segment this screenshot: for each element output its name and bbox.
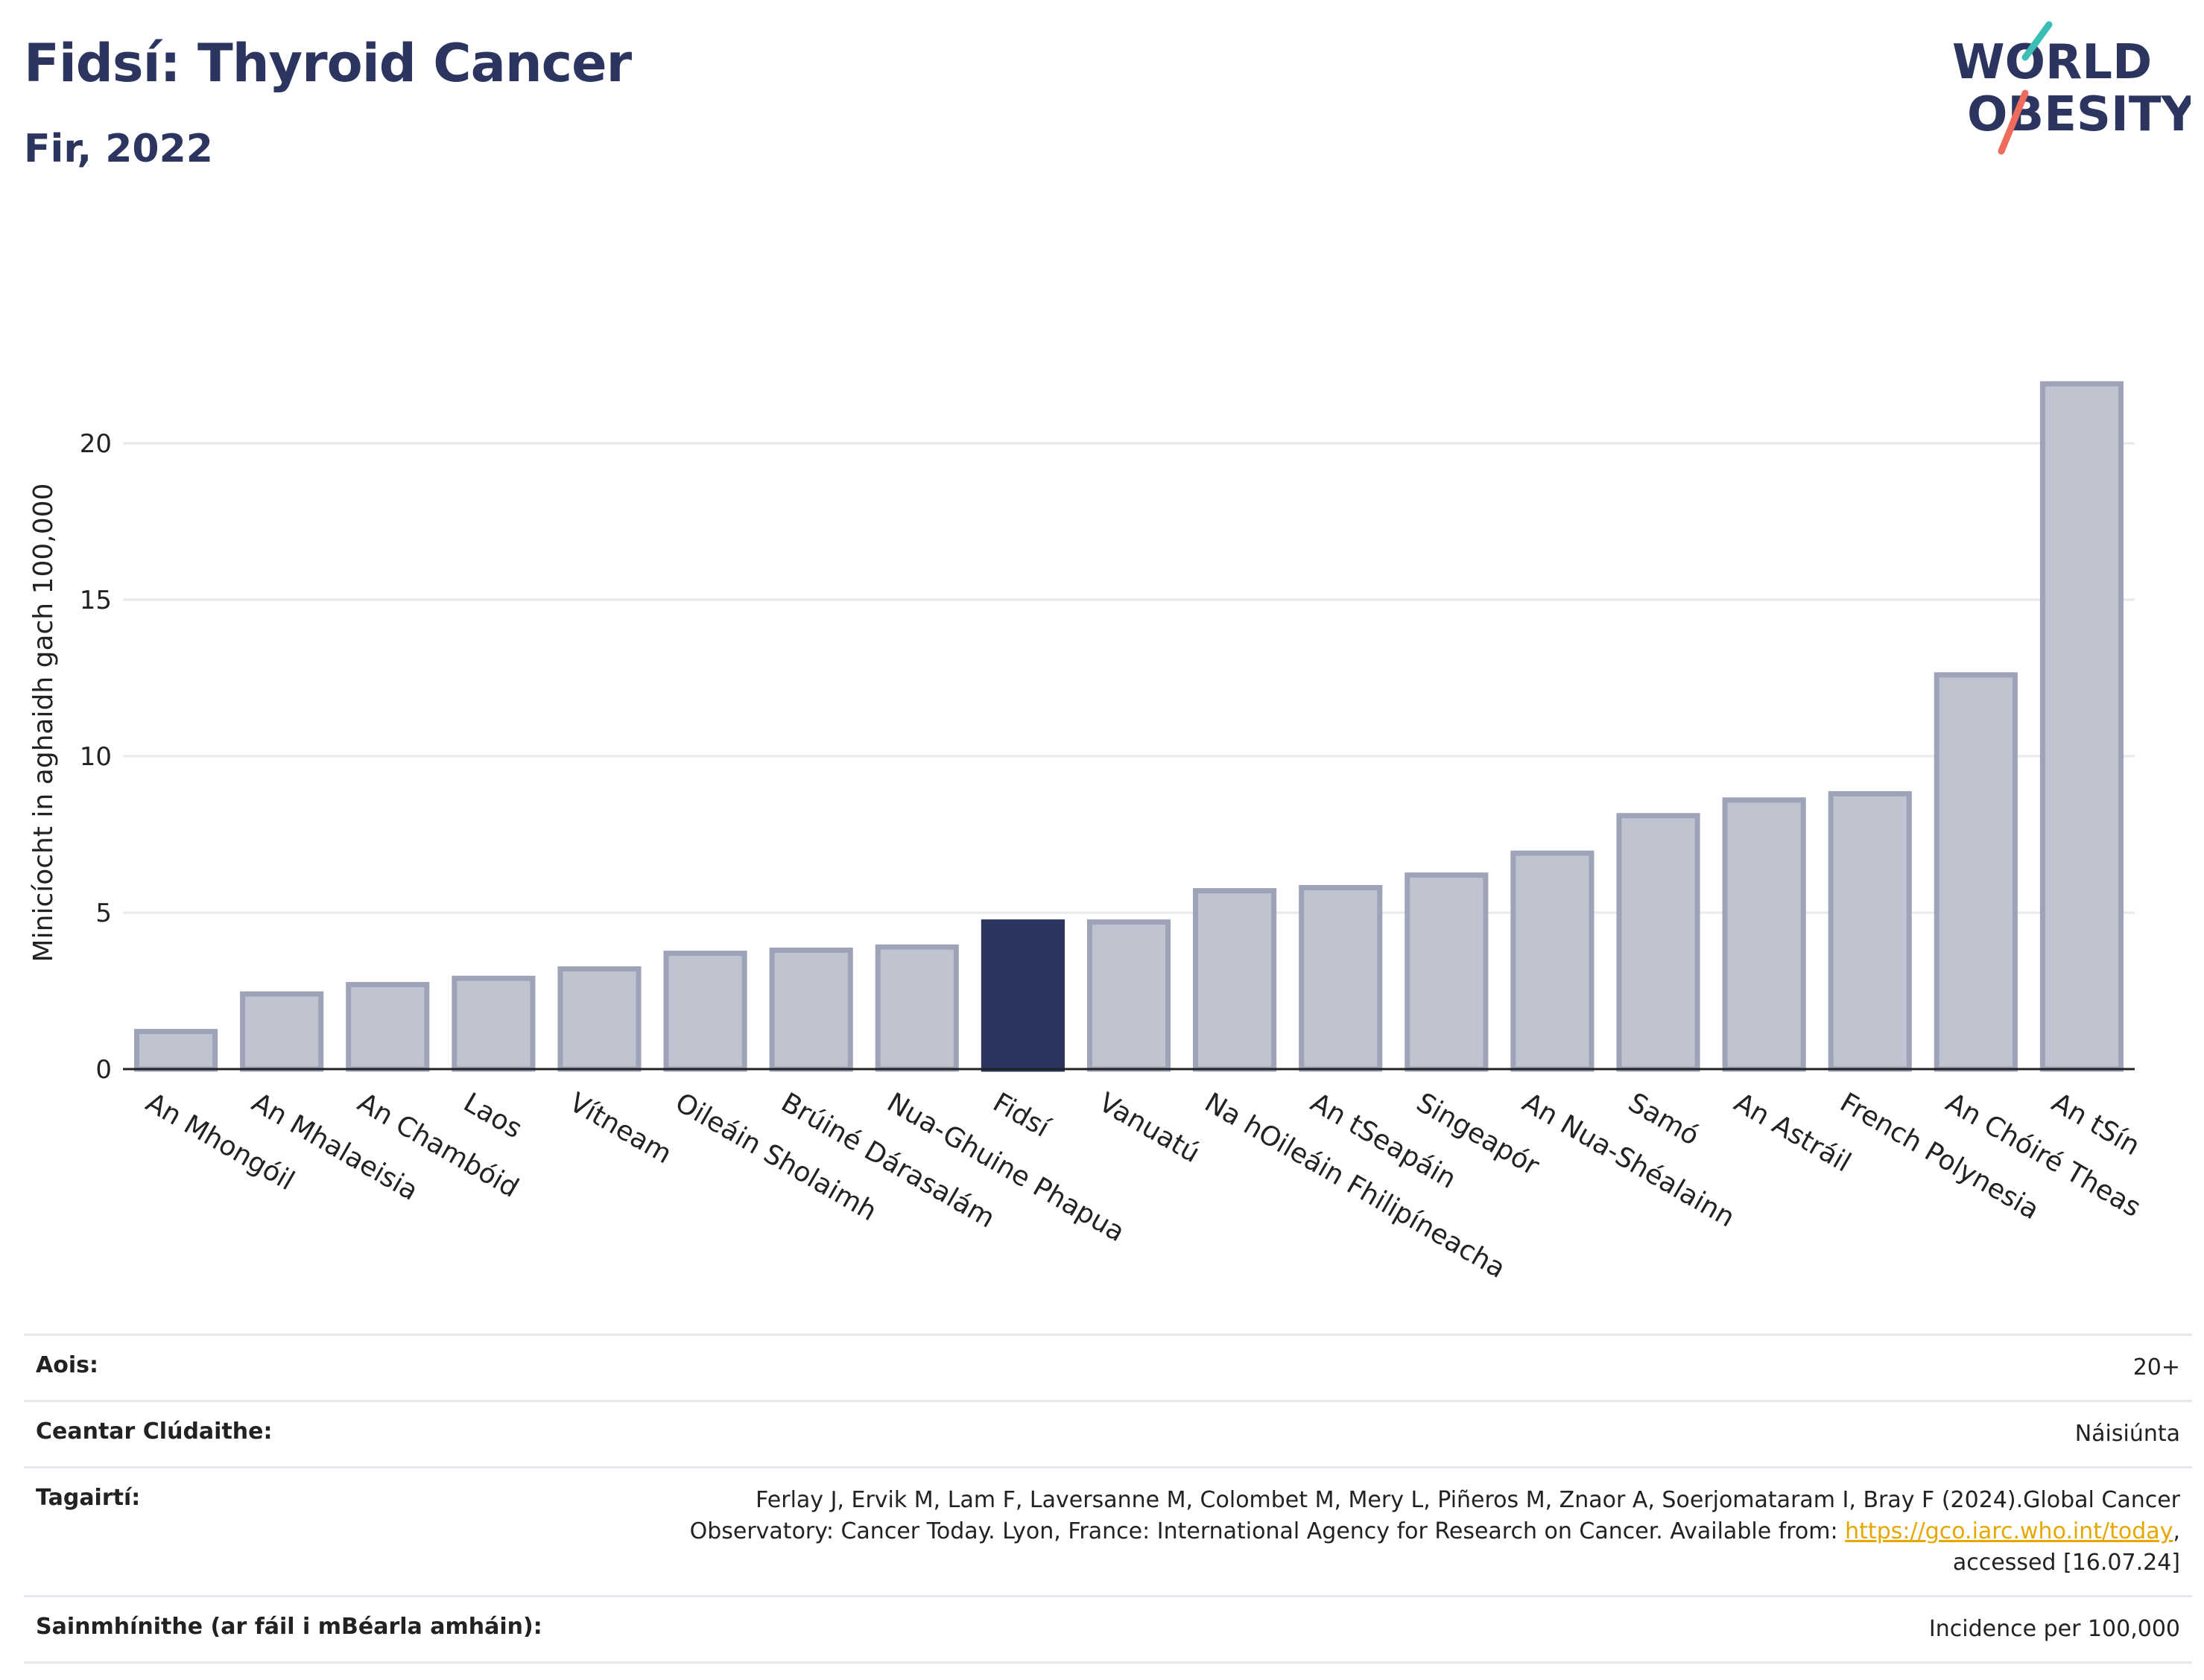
bar-Singeapór[interactable]	[1405, 872, 1489, 1072]
x-tick-label: An Chóiré Theas	[1941, 1087, 2146, 1223]
references-value: Ferlay J, Ervik M, Lam F, Laversanne M, …	[653, 1485, 2180, 1579]
y-tick-label: 20	[80, 429, 112, 459]
bar-Vanuatú[interactable]	[1086, 919, 1171, 1072]
bar-Vítneam[interactable]	[557, 966, 642, 1072]
logo-line-2: OBESITY	[1967, 87, 2191, 142]
bar-Nua-Ghuine Phapua[interactable]	[875, 944, 959, 1072]
logo-slash-coral	[1998, 89, 2029, 155]
bar-An Chóiré Theas[interactable]	[1934, 672, 2018, 1072]
bar-Fidsí[interactable]	[981, 919, 1065, 1072]
grid-lines	[123, 442, 2135, 914]
logo-slash-teal	[2021, 21, 2053, 61]
bar-Laos[interactable]	[452, 975, 536, 1072]
y-tick-label: 0	[95, 1055, 112, 1085]
bar-An tSín[interactable]	[2039, 381, 2124, 1072]
x-tick-label: An Astráil	[1729, 1087, 1856, 1178]
meta-row-age: Aois: 20+	[24, 1334, 2192, 1400]
bar-Oileáin Sholaimh[interactable]	[663, 951, 747, 1072]
age-label: Aois:	[36, 1352, 98, 1378]
bar-French Polynesia[interactable]	[1828, 790, 1912, 1072]
meta-row-references: Tagairtí: Ferlay J, Ervik M, Lam F, Lave…	[24, 1466, 2192, 1595]
bar-An Mhalaeisia[interactable]	[240, 991, 324, 1072]
bar-Samó[interactable]	[1616, 813, 1700, 1072]
x-tick-label: Oileáin Sholaimh	[670, 1087, 881, 1227]
references-label: Tagairtí:	[36, 1485, 141, 1511]
page-title: Fidsí: Thyroid Cancer	[24, 33, 632, 94]
coverage-value: Náisiúnta	[2074, 1421, 2180, 1447]
x-tick-label: Samó	[1623, 1087, 1704, 1152]
x-tick-label: Fidsí	[988, 1087, 1055, 1144]
meta-row-coverage: Ceantar Clúdaithe: Náisiúnta	[24, 1400, 2192, 1466]
reference-link[interactable]: https://gco.iarc.who.int/today	[1845, 1518, 2173, 1544]
bar-An Chambóid[interactable]	[346, 982, 430, 1072]
definitions-label: Sainmhínithe (ar fáil i mBéarla amháin):	[36, 1614, 542, 1640]
logo-line-1: WORLD	[1952, 35, 2152, 90]
bars	[133, 381, 2124, 1072]
definitions-value: Incidence per 100,000	[1928, 1616, 2180, 1642]
bar-An Astráil[interactable]	[1722, 797, 1806, 1072]
metadata-table: Aois: 20+ Ceantar Clúdaithe: Náisiúnta T…	[24, 1334, 2192, 1664]
bar-Na hOileáin Fhilipíneacha[interactable]	[1193, 888, 1277, 1072]
x-tick-label: Vítneam	[564, 1087, 677, 1170]
x-tick-label: French Polynesia	[1834, 1087, 2044, 1226]
reference-accessed: , accessed [16.07.24]	[1952, 1518, 2180, 1576]
x-tick-label: Laos	[458, 1087, 527, 1144]
bar-An tSeapáin[interactable]	[1299, 884, 1383, 1072]
x-tick-label: Vanuatú	[1094, 1087, 1205, 1169]
age-value: 20+	[2132, 1354, 2180, 1381]
y-tick-label: 15	[80, 586, 112, 615]
y-tick-label: 10	[80, 742, 112, 772]
y-axis-label: Minicíocht in aghaidh gach 100,000	[28, 484, 59, 963]
reference-text: Ferlay J, Ervik M, Lam F, Laversanne M, …	[689, 1487, 2180, 1544]
page-subtitle: Fir, 2022	[24, 127, 213, 171]
world-obesity-logo: WORLD OBESITY	[1952, 21, 2191, 155]
bar-An Mhongóil[interactable]	[133, 1029, 218, 1072]
y-tick-label: 5	[95, 898, 112, 928]
bar-An Nua-Shéalainn[interactable]	[1510, 850, 1595, 1072]
meta-row-definitions: Sainmhínithe (ar fáil i mBéarla amháin):…	[24, 1595, 2192, 1664]
bar-Brúiné Dárasalám[interactable]	[769, 947, 853, 1072]
coverage-label: Ceantar Clúdaithe:	[36, 1419, 273, 1445]
